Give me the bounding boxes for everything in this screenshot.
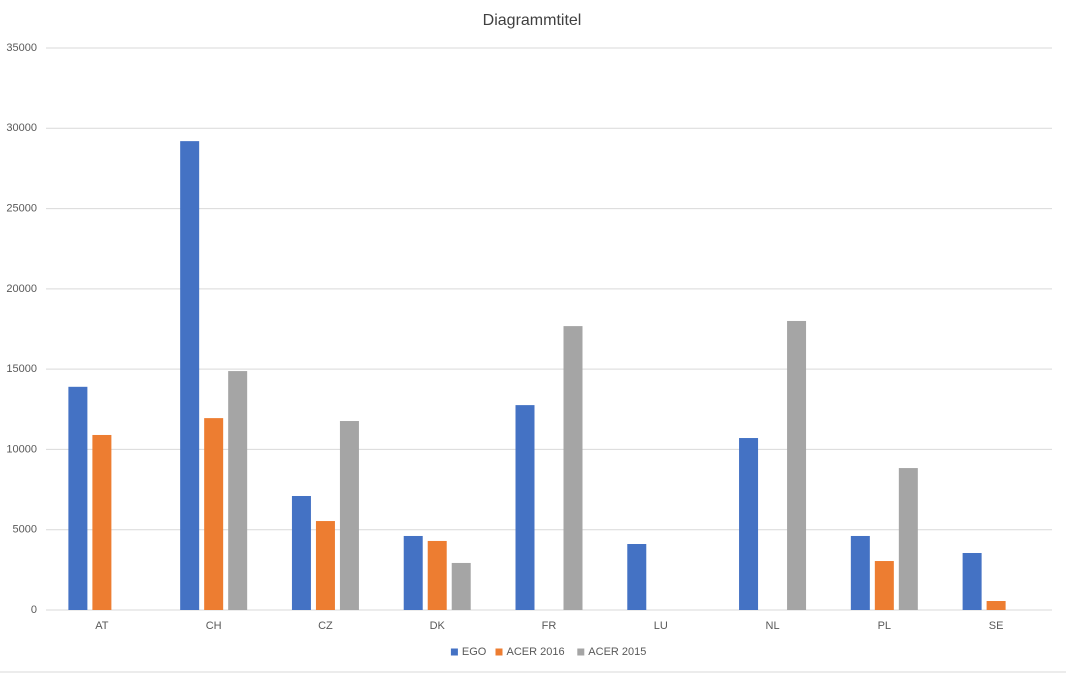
bar <box>315 521 335 610</box>
x-tick-label: PL <box>878 620 891 632</box>
y-tick-label: 0 <box>31 604 37 616</box>
bar <box>898 468 918 610</box>
y-tick-label: 35000 <box>6 42 37 54</box>
bar <box>850 535 870 610</box>
y-tick-label: 20000 <box>6 283 37 295</box>
x-tick-label: CH <box>206 620 222 632</box>
bar <box>787 320 807 610</box>
x-tick-label: FR <box>542 620 557 632</box>
legend-label: ACER 2015 <box>588 646 646 658</box>
bar <box>403 535 423 610</box>
bar <box>180 141 200 611</box>
x-tick-label: AT <box>95 620 109 632</box>
y-tick-label: 10000 <box>6 443 37 455</box>
bar <box>627 544 647 610</box>
bar <box>427 540 447 610</box>
y-tick-label: 15000 <box>6 363 37 375</box>
y-tick-label: 30000 <box>6 122 37 134</box>
x-tick-label: LU <box>654 620 668 632</box>
bar <box>986 601 1006 610</box>
legend-swatch <box>450 648 458 656</box>
bar <box>515 405 535 610</box>
bar <box>92 434 112 610</box>
bar <box>739 438 759 610</box>
x-tick-label: NL <box>766 620 780 632</box>
bar <box>874 561 894 610</box>
bar <box>204 418 224 610</box>
y-tick-label: 5000 <box>13 524 37 536</box>
x-tick-label: DK <box>430 620 446 632</box>
legend-swatch <box>577 648 585 656</box>
legend-swatch <box>495 648 503 656</box>
x-tick-label: CZ <box>318 620 333 632</box>
bar <box>339 421 359 610</box>
chart-title: Diagrammtitel <box>483 12 582 29</box>
bar <box>451 562 471 610</box>
bar <box>962 552 982 610</box>
bar <box>228 371 248 610</box>
y-tick-label: 25000 <box>6 202 37 214</box>
legend-label: EGO <box>462 646 487 658</box>
legend-label: ACER 2016 <box>507 646 565 658</box>
x-tick-label: SE <box>989 620 1004 632</box>
bar <box>291 495 311 610</box>
bar <box>563 326 583 610</box>
bar <box>68 386 88 610</box>
